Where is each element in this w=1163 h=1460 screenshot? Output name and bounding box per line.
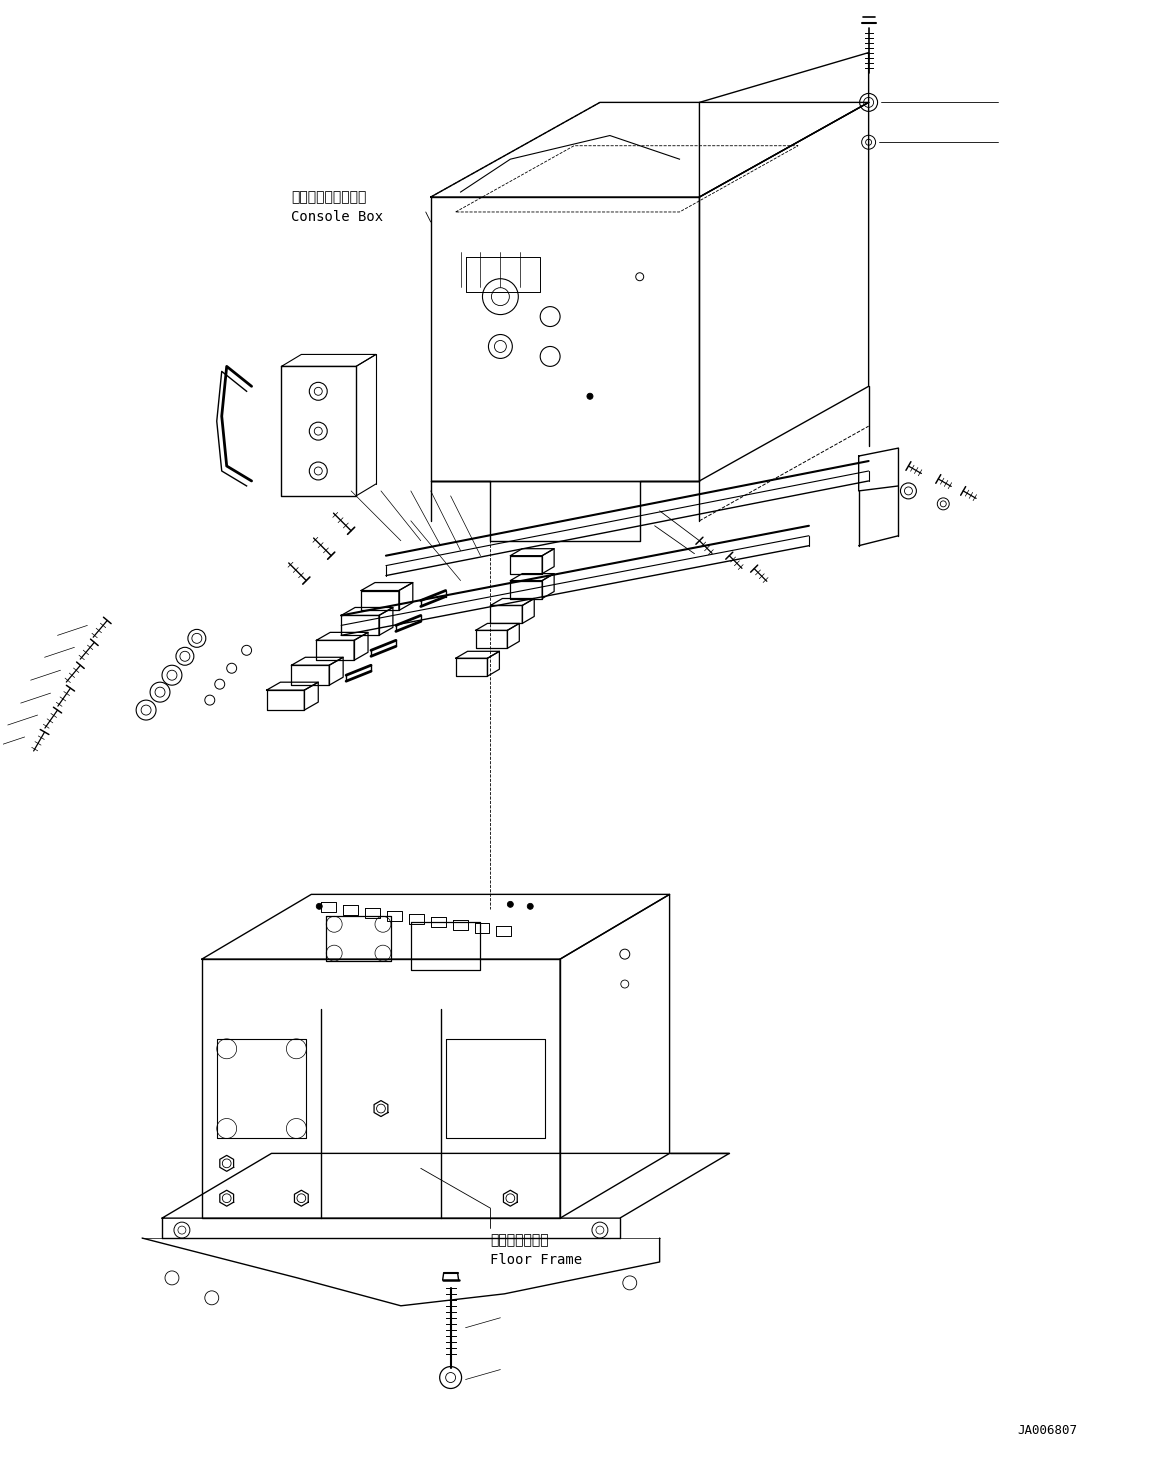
Text: コンソールボックス: コンソールボックス [292, 190, 366, 204]
Text: JA006807: JA006807 [1018, 1425, 1078, 1437]
Circle shape [527, 904, 533, 910]
Circle shape [507, 901, 513, 907]
Circle shape [587, 393, 593, 399]
Circle shape [316, 904, 322, 910]
Text: フロアフレーム: フロアフレーム [491, 1234, 549, 1247]
Text: Floor Frame: Floor Frame [491, 1253, 583, 1267]
Text: Console Box: Console Box [292, 210, 384, 223]
